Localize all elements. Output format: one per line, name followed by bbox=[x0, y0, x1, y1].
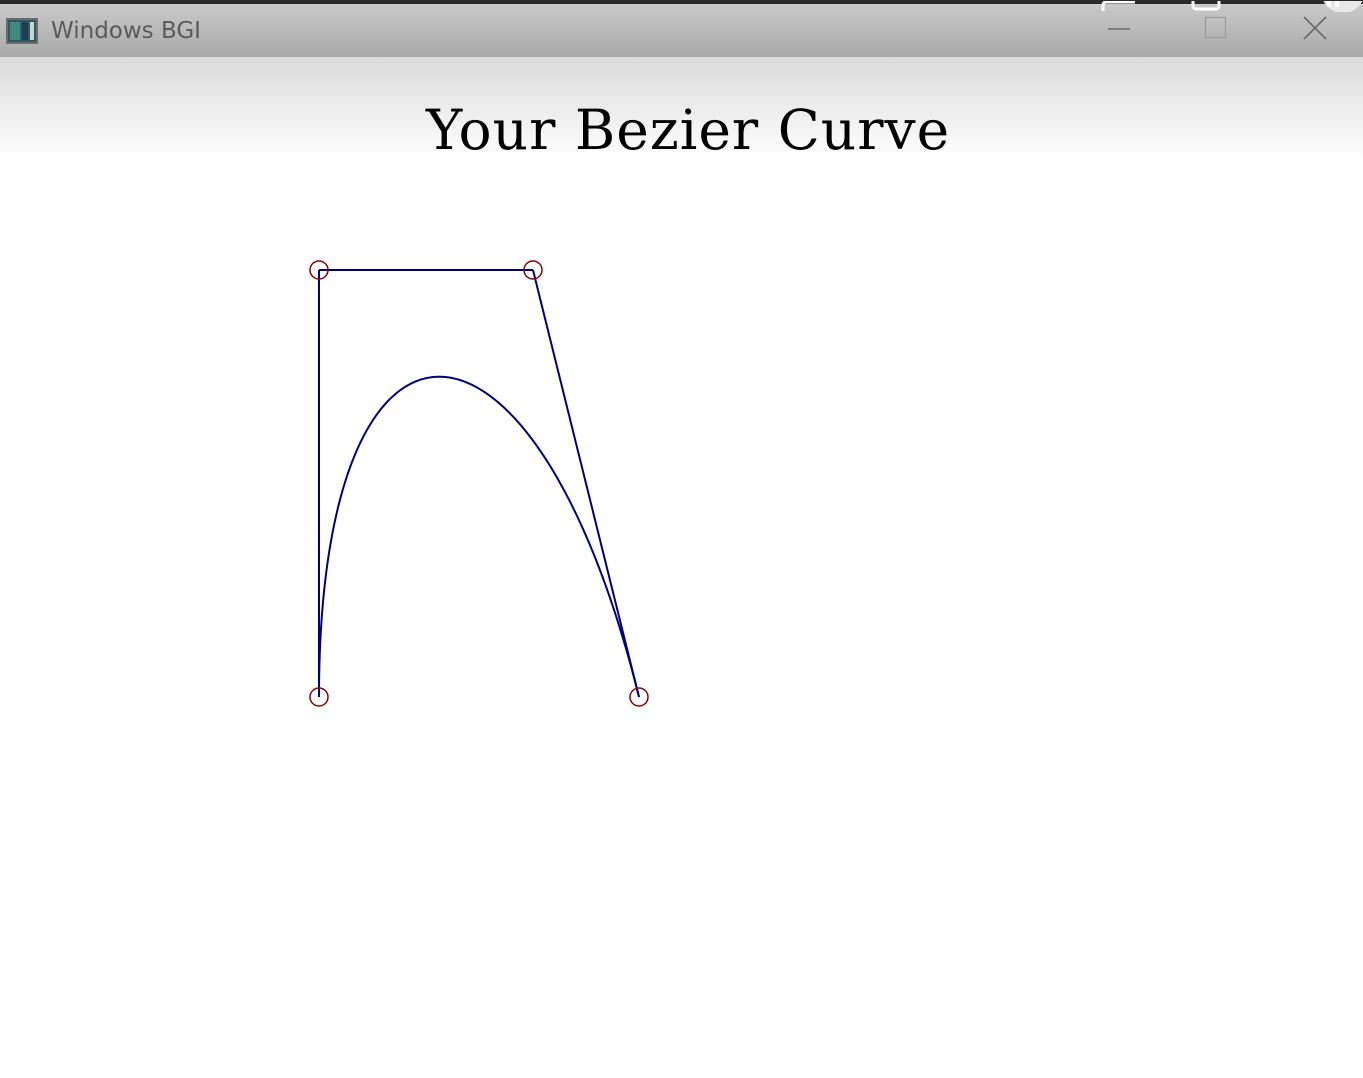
close-icon bbox=[1303, 16, 1327, 40]
window-top-border bbox=[0, 0, 1363, 4]
control-polygon bbox=[318, 269, 640, 698]
control-point-marker[interactable] bbox=[523, 260, 543, 280]
title-bar[interactable]: Windows BGI bbox=[0, 4, 1363, 57]
bgi-window-icon[interactable] bbox=[6, 18, 38, 44]
control-point-marker[interactable] bbox=[629, 687, 649, 707]
canvas-title: Your Bezier Curve bbox=[426, 98, 951, 162]
minimize-button[interactable] bbox=[1071, 4, 1167, 57]
maximize-button[interactable] bbox=[1167, 4, 1263, 57]
close-button[interactable] bbox=[1267, 4, 1363, 57]
control-point-marker[interactable] bbox=[309, 260, 329, 280]
snap-layout-icon bbox=[1095, 0, 1363, 12]
control-point-marker[interactable] bbox=[309, 687, 329, 707]
window-title: Windows BGI bbox=[51, 18, 201, 44]
minimize-icon bbox=[1108, 28, 1130, 30]
maximize-icon bbox=[1204, 16, 1227, 39]
control-segment bbox=[532, 269, 640, 698]
canvas-gradient-band bbox=[0, 57, 1363, 160]
bezier-curve bbox=[318, 375, 640, 698]
control-points bbox=[309, 260, 649, 707]
